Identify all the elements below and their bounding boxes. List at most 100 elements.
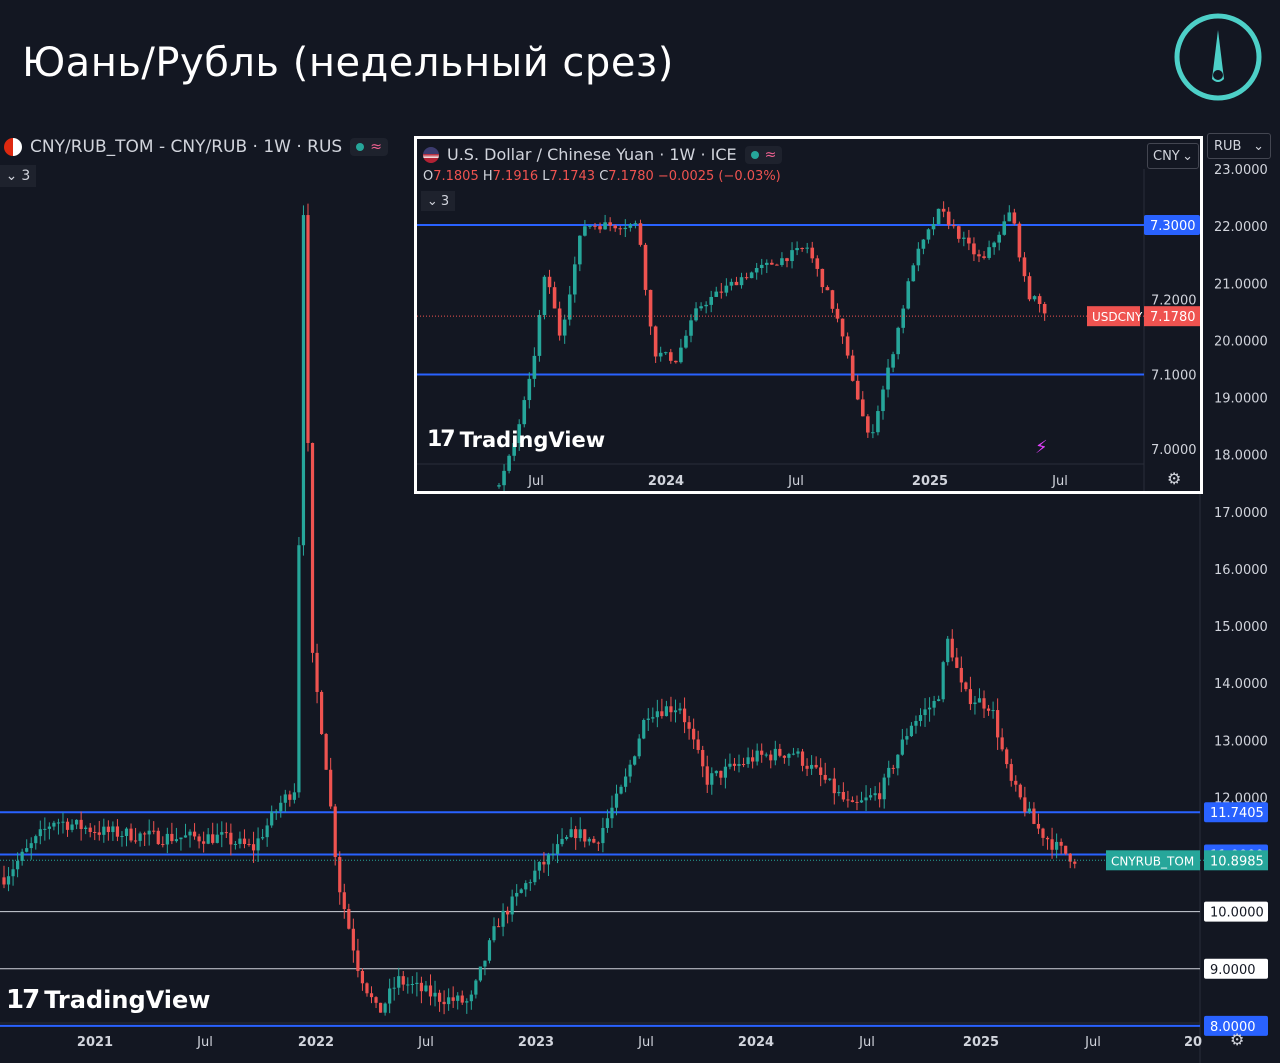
x-tick-label-9: Jul — [1084, 1035, 1101, 1050]
candle-body-116 — [528, 882, 532, 884]
candle-body-179 — [814, 764, 818, 768]
candle-body-85 — [926, 229, 931, 240]
candle-body-101 — [1007, 212, 1012, 222]
candle-body-89 — [946, 211, 951, 226]
candle-body-185 — [841, 792, 845, 800]
candle-body-99 — [451, 997, 455, 1001]
ohlc-high: 7.1916 — [492, 169, 539, 184]
inset-indicator-pill[interactable]: ≈ — [744, 145, 783, 164]
candle-body-25 — [115, 826, 120, 837]
candle-body-109 — [496, 926, 501, 928]
x-tick-label-1: 2024 — [648, 474, 684, 489]
candle-body-223 — [1014, 780, 1018, 785]
candle-body-194 — [882, 777, 886, 800]
chevron-down-icon: ⌄ — [426, 193, 438, 209]
candle-body-34 — [668, 352, 673, 361]
candle-body-64 — [292, 792, 296, 800]
main-collapse-button[interactable]: ⌄ 3 — [0, 165, 36, 187]
candle-body-102 — [1012, 212, 1017, 224]
candle-body-59 — [795, 248, 799, 251]
y-tick-label-5: 18.0000 — [1214, 449, 1268, 464]
inset-currency-select[interactable]: CNY ⌄ — [1147, 143, 1199, 169]
level-tag-label-3: 9.0000 — [1210, 963, 1256, 978]
candle-body-70 — [850, 355, 855, 381]
candle-body-114 — [519, 889, 523, 893]
candle-body-27 — [124, 828, 129, 836]
inset-collapse-button[interactable]: ⌄ 3 — [421, 191, 455, 211]
candle-body-35 — [161, 844, 165, 846]
candle-body-132 — [601, 827, 605, 844]
inset-chart[interactable]: 7.2000 7.1000 7.0000 7.3000 USDCNY 7.1780 Jul 2… — [417, 139, 1200, 491]
y-tick-label-1: 22.0000 — [1214, 220, 1268, 235]
candle-body-7 — [532, 355, 537, 379]
tradingview-logo-icon: 17 — [427, 427, 456, 452]
main-symbol-header[interactable]: CNY/RUB_TOM - CNY/RUB · 1W · RUS ≈ — [4, 136, 388, 158]
lightning-alert-icon[interactable]: ⚡ — [1035, 437, 1048, 458]
candle-body-19 — [88, 827, 92, 832]
candle-body-46 — [729, 281, 734, 286]
candle-body-161 — [732, 763, 737, 766]
candle-body-174 — [791, 753, 796, 755]
candle-body-91 — [415, 982, 419, 984]
candle-body-51 — [754, 267, 759, 273]
candle-body-45 — [724, 285, 729, 293]
candle-body-57 — [261, 837, 265, 839]
candle-body-51 — [233, 843, 237, 845]
candle-body-232 — [1055, 841, 1059, 850]
candle-body-166 — [755, 750, 759, 762]
candle-body-79 — [360, 970, 365, 984]
indicator-pill[interactable]: ≈ — [350, 138, 388, 156]
candle-body-150 — [682, 708, 687, 723]
candle-body-157 — [714, 770, 718, 774]
candle-body-170 — [773, 748, 777, 761]
candle-body-16 — [578, 235, 582, 265]
candle-body-52 — [759, 264, 764, 268]
candle-body-125 — [569, 829, 573, 838]
candle-body-63 — [815, 258, 820, 269]
candle-body-97 — [442, 1001, 446, 1005]
candle-body-171 — [778, 748, 782, 756]
candle-body-178 — [810, 764, 814, 769]
candle-body-143 — [651, 717, 655, 719]
candle-body-151 — [687, 722, 691, 729]
candle-body-122 — [555, 844, 560, 854]
inset-symbol-header[interactable]: U.S. Dollar / Chinese Yuan · 1W · ICE ≈ — [423, 145, 783, 164]
candle-body-55 — [251, 844, 256, 851]
x-tick-label-6: 2024 — [738, 1035, 774, 1050]
candle-body-8 — [38, 829, 42, 837]
candle-body-99 — [997, 234, 1001, 243]
main-currency-select[interactable]: RUB ⌄ — [1207, 133, 1271, 159]
candle-body-182 — [828, 778, 832, 780]
candle-body-102 — [465, 1001, 469, 1003]
candle-body-34 — [156, 830, 160, 845]
candle-body-62 — [283, 794, 287, 803]
y-tick-label-7: 16.0000 — [1214, 563, 1268, 578]
candle-body-144 — [655, 711, 659, 718]
candle-body-84 — [921, 239, 926, 249]
candle-body-140 — [637, 738, 641, 757]
candle-body-78 — [891, 354, 895, 368]
compass-logo-icon — [1174, 13, 1262, 101]
candle-body-76 — [347, 909, 351, 929]
candle-body-81 — [906, 281, 911, 309]
candle-body-200 — [909, 725, 914, 737]
candle-body-95 — [433, 992, 437, 997]
candle-body-104 — [474, 980, 478, 995]
candle-body-222 — [1009, 764, 1013, 781]
currency-label: CNY — [1153, 148, 1180, 164]
candle-body-191 — [868, 795, 873, 798]
candles-group — [497, 201, 1047, 491]
candle-body-41 — [188, 831, 192, 836]
candle-body-61 — [805, 247, 810, 249]
inset-settings-gear-icon[interactable]: ⚙ — [1167, 469, 1182, 488]
candle-body-90 — [951, 225, 956, 227]
candle-body-148 — [673, 710, 678, 713]
candle-body-158 — [719, 770, 723, 778]
candle-body-33 — [152, 830, 156, 832]
main-settings-gear-icon[interactable]: ⚙ — [1230, 1030, 1245, 1049]
candle-body-146 — [664, 706, 669, 717]
level-tag-bg-2 — [1204, 901, 1268, 922]
candle-body-192 — [873, 793, 877, 796]
candle-body-50 — [749, 272, 754, 279]
